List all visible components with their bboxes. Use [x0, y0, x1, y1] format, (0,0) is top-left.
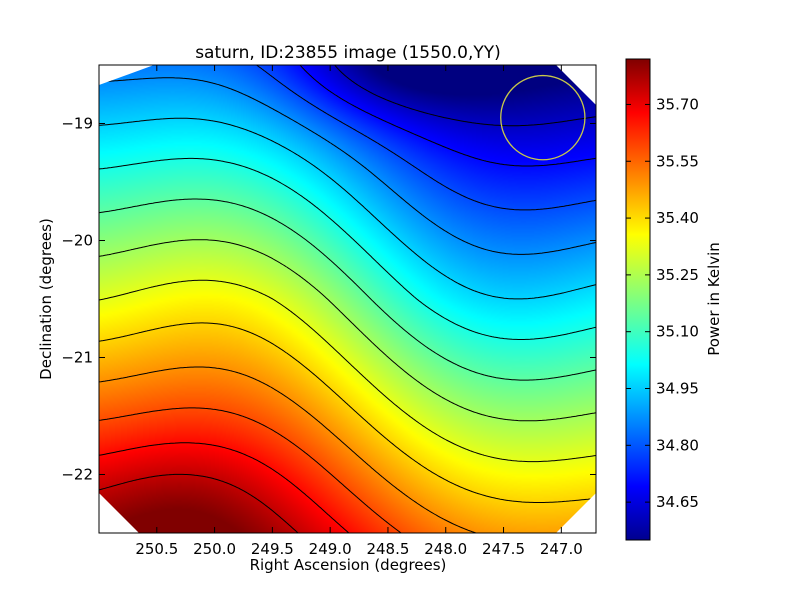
x-tick-label: 248.5	[366, 540, 409, 558]
colorbar-tick-label: 35.40	[656, 209, 699, 227]
plot-area: 250.5 250.0 249.5 249.0 248.5 248.0 247.5 247.0…	[61, 64, 597, 558]
y-tick-label: −21	[61, 349, 93, 367]
contour-line	[99, 239, 596, 422]
x-tick-label: 249.0	[309, 540, 352, 558]
contour-line	[99, 407, 402, 533]
contour-line	[99, 77, 596, 255]
contour-line	[99, 322, 596, 503]
contour-line	[99, 198, 596, 381]
x-tick-label: 247.0	[540, 540, 583, 558]
x-tick-label: 248.0	[424, 540, 467, 558]
chart-title: saturn, ID:23855 image (1550.0,YY)	[195, 43, 501, 63]
contour-line	[99, 157, 596, 340]
colorbar-tick-label: 34.65	[656, 493, 699, 511]
contour-line	[99, 473, 299, 533]
colorbar-tick-label: 34.95	[656, 380, 699, 398]
contour-line	[334, 65, 596, 127]
contour-line	[99, 279, 596, 463]
x-tick-label: 249.5	[251, 540, 294, 558]
contour-lines	[99, 65, 596, 533]
colorbar-label: Power in Kelvin	[705, 242, 723, 356]
colorbar-tick-label: 34.80	[656, 436, 699, 454]
colorbar: 34.65 34.80 34.95 35.10 35.25 35.40 35.55 35.70…	[625, 58, 723, 541]
x-axis-ticks: 250.5 250.0 249.5 249.0 248.5 248.0 247.5 247.0	[135, 65, 583, 558]
colorbar-ticks: 34.65 34.80 34.95 35.10 35.25 35.40 35.55 35.70	[626, 95, 699, 511]
colorbar-tick-label: 35.10	[656, 323, 699, 341]
colorbar-tick-label: 35.70	[656, 95, 699, 113]
y-tick-label: −20	[61, 232, 93, 250]
colorbar-tick-label: 35.55	[656, 152, 699, 170]
beam-marker	[500, 74, 586, 161]
colorbar-gradient	[625, 58, 651, 541]
contour-line	[99, 117, 596, 300]
y-axis-label: Declination (degrees)	[37, 218, 55, 380]
colorbar-tick-label: 35.25	[656, 266, 699, 284]
x-tick-label: 250.0	[193, 540, 236, 558]
contour-line	[99, 442, 350, 533]
x-tick-label: 247.5	[482, 540, 525, 558]
y-tick-label: −19	[61, 115, 93, 133]
x-axis-label: Right Ascension (degrees)	[250, 556, 447, 574]
y-axis-ticks: −19 −20 −21 −22	[61, 115, 596, 484]
contour-line	[99, 366, 477, 533]
plot-frame	[98, 64, 597, 534]
y-tick-label: −22	[61, 466, 93, 484]
x-tick-label: 250.5	[135, 540, 178, 558]
